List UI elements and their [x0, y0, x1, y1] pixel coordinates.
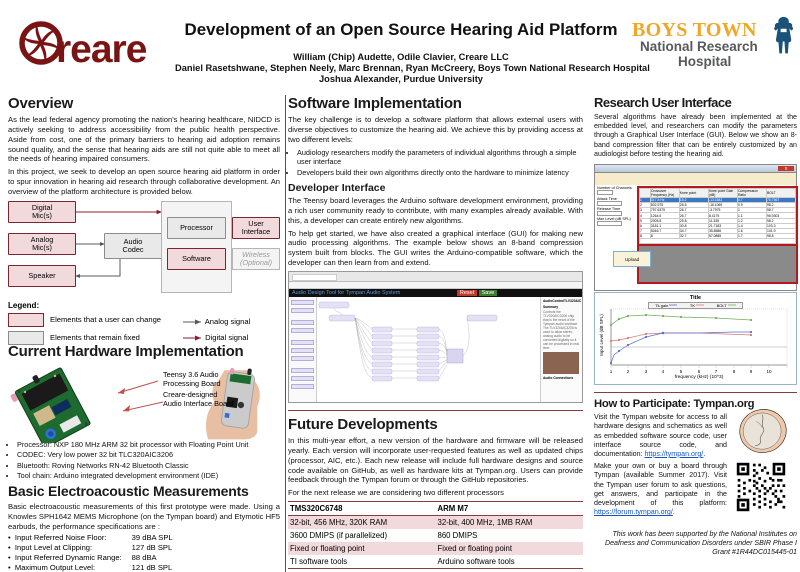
svg-text:Input Level (dB SPL): Input Level (dB SPL): [599, 314, 604, 356]
svg-text:1: 1: [610, 369, 613, 374]
svg-text:BOYS TOWN: BOYS TOWN: [632, 19, 757, 41]
svg-text:7: 7: [715, 369, 718, 374]
svg-text:National Research: National Research: [640, 39, 758, 54]
svg-text:9: 9: [750, 369, 753, 374]
svg-text:frequency (kHz) (10^3): frequency (kHz) (10^3): [675, 374, 724, 379]
svg-text:Hospital: Hospital: [678, 54, 731, 69]
svg-text:3: 3: [645, 369, 648, 374]
svg-text:6: 6: [698, 369, 701, 374]
svg-text:5: 5: [680, 369, 683, 374]
svg-text:reare: reare: [56, 28, 147, 71]
svg-text:2: 2: [627, 369, 630, 374]
svg-text:4: 4: [662, 369, 665, 374]
svg-text:8: 8: [733, 369, 736, 374]
svg-text:10: 10: [766, 369, 772, 374]
